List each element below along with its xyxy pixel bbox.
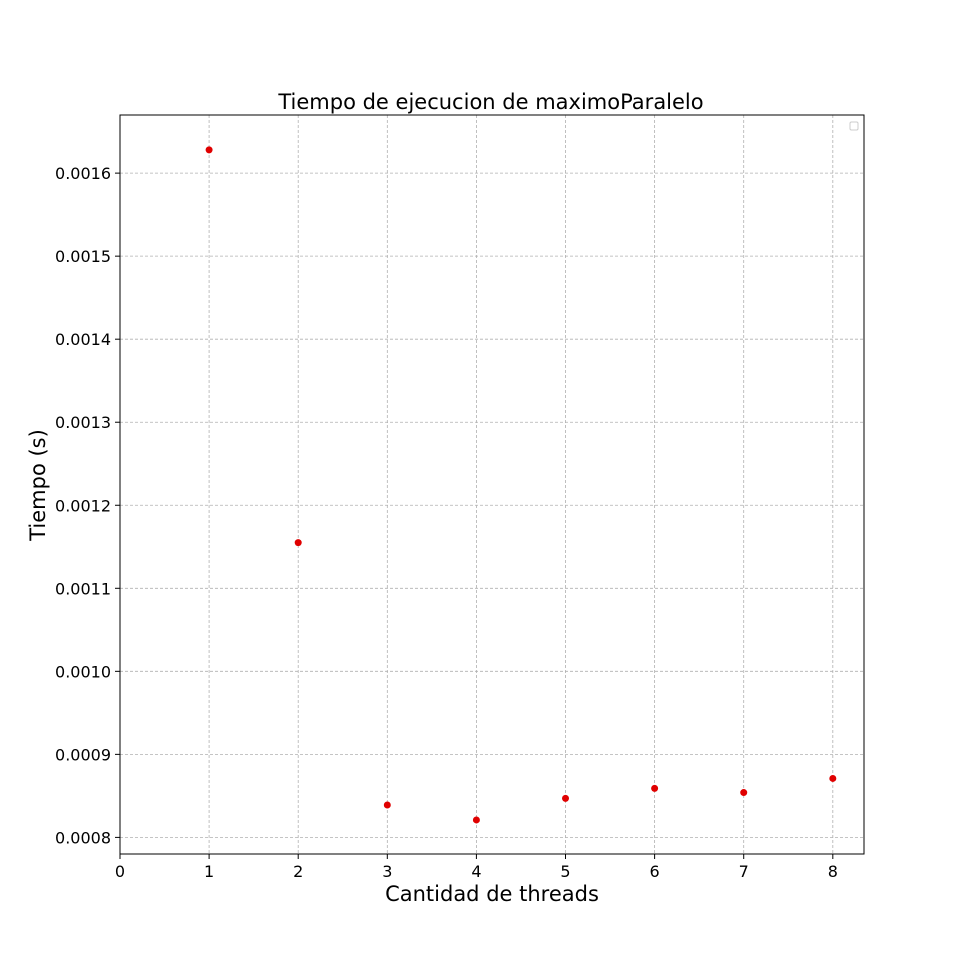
y-tick-label: 0.0009 bbox=[55, 745, 111, 764]
x-tick-label: 4 bbox=[471, 862, 481, 881]
y-tick-label: 0.0010 bbox=[55, 662, 111, 681]
data-point bbox=[472, 816, 480, 824]
data-point bbox=[383, 801, 391, 809]
x-tick-label: 0 bbox=[115, 862, 125, 881]
x-tick-label: 6 bbox=[650, 862, 660, 881]
legend-box bbox=[849, 121, 859, 131]
data-point bbox=[294, 539, 302, 547]
data-point bbox=[829, 774, 837, 782]
x-tick-label: 8 bbox=[828, 862, 838, 881]
data-point bbox=[651, 784, 659, 792]
x-axis-label: Cantidad de threads bbox=[385, 882, 599, 906]
y-tick-label: 0.0011 bbox=[55, 579, 111, 598]
y-tick-label: 0.0016 bbox=[55, 164, 111, 183]
data-point bbox=[740, 789, 748, 797]
x-tick-label: 7 bbox=[739, 862, 749, 881]
data-points bbox=[205, 146, 837, 824]
x-tick-label: 2 bbox=[293, 862, 303, 881]
y-tick-label: 0.0015 bbox=[55, 247, 111, 266]
y-tick-label: 0.0013 bbox=[55, 413, 111, 432]
y-axis-label: Tiempo (s) bbox=[26, 429, 50, 542]
data-point bbox=[562, 794, 570, 802]
x-axis: 0 1 2 3 4 5 6 7 8 bbox=[115, 854, 838, 881]
y-axis: 0.0008 0.0009 0.0010 0.0011 0.0012 0.0013 0.00… bbox=[55, 164, 120, 847]
x-tick-label: 3 bbox=[382, 862, 392, 881]
y-tick-label: 0.0014 bbox=[55, 330, 111, 349]
grid bbox=[119, 115, 864, 854]
x-tick-label: 5 bbox=[560, 862, 570, 881]
x-tick-label: 1 bbox=[204, 862, 214, 881]
data-point bbox=[205, 146, 213, 154]
y-tick-label: 0.0012 bbox=[55, 496, 111, 515]
plot-frame bbox=[119, 114, 865, 855]
chart-title: Tiempo de ejecucion de maximoParalelo bbox=[277, 90, 703, 114]
y-tick-label: 0.0008 bbox=[55, 828, 111, 847]
